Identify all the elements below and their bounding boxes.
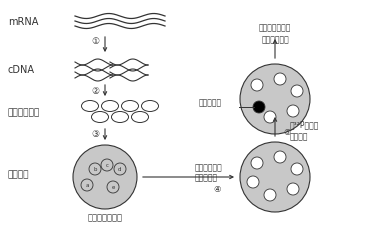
Text: c: c	[106, 163, 109, 168]
Circle shape	[274, 151, 286, 163]
Text: 用³²P标记的: 用³²P标记的	[290, 120, 319, 129]
Circle shape	[240, 142, 310, 212]
Circle shape	[251, 80, 263, 92]
Text: 培养基上的菌落: 培养基上的菌落	[88, 213, 123, 222]
Text: a: a	[85, 183, 89, 188]
Circle shape	[247, 176, 259, 188]
Circle shape	[291, 86, 303, 98]
Text: ④: ④	[213, 185, 221, 194]
Text: 基因表达载体: 基因表达载体	[8, 108, 40, 117]
Circle shape	[287, 106, 299, 117]
Text: e: e	[111, 185, 115, 190]
Text: 将细菌转移到: 将细菌转移到	[195, 163, 223, 172]
Text: b: b	[93, 167, 97, 172]
Text: 出现杂交带: 出现杂交带	[199, 98, 222, 107]
Circle shape	[73, 145, 137, 209]
Circle shape	[264, 112, 276, 124]
Circle shape	[274, 74, 286, 86]
Text: mRNA: mRNA	[8, 17, 38, 27]
Circle shape	[287, 183, 299, 195]
Circle shape	[251, 157, 263, 169]
Text: 获得含有胰岛素: 获得含有胰岛素	[259, 23, 291, 32]
Circle shape	[264, 189, 276, 201]
Text: 基因的受体菌: 基因的受体菌	[261, 35, 289, 44]
Text: ③: ③	[91, 130, 99, 139]
Circle shape	[240, 65, 310, 134]
Text: d: d	[118, 167, 122, 172]
Text: ⑤: ⑤	[283, 128, 290, 137]
Text: 受体菌落: 受体菌落	[8, 170, 29, 179]
Text: 纤维素膜上: 纤维素膜上	[195, 173, 218, 182]
Circle shape	[291, 163, 303, 175]
Text: 探针杂交: 探针杂交	[290, 132, 308, 141]
Circle shape	[253, 101, 265, 113]
Text: cDNA: cDNA	[8, 65, 35, 75]
Text: ①: ①	[91, 37, 99, 46]
Text: ②: ②	[91, 87, 99, 96]
